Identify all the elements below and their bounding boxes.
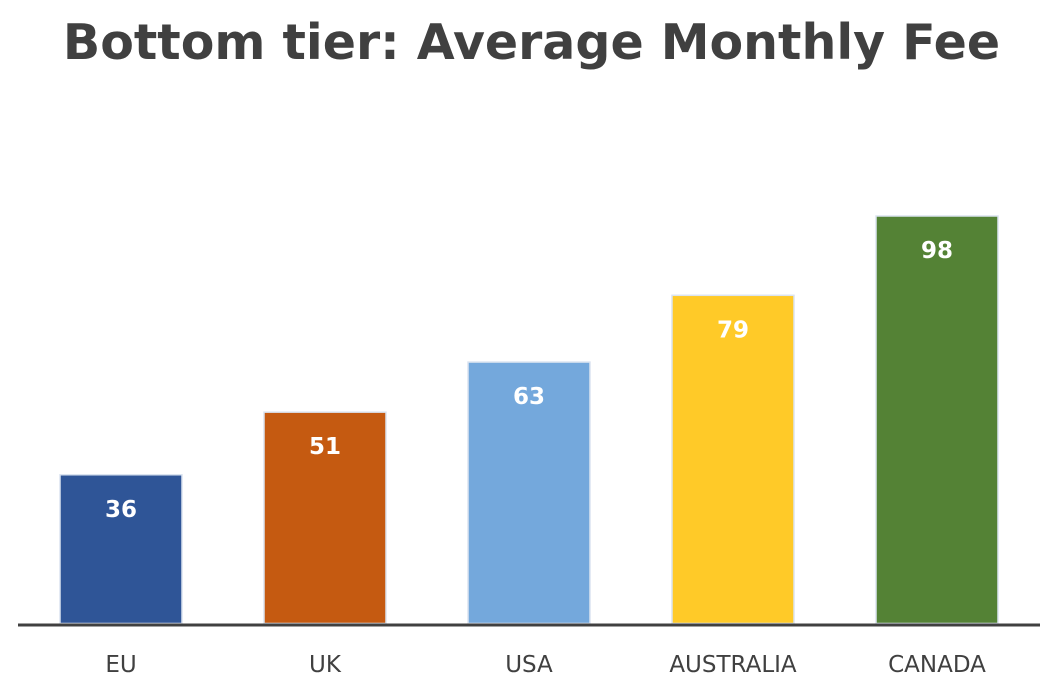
x-tick-label-australia: AUSTRALIA <box>669 652 797 678</box>
data-label-usa: 63 <box>513 384 545 410</box>
bar-uk <box>263 411 387 625</box>
x-tick-labels-group: EU UK USA AUSTRALIA CANADA <box>105 652 986 678</box>
bar-australia <box>671 294 795 625</box>
data-label-eu: 36 <box>105 497 137 523</box>
data-label-canada: 98 <box>921 238 953 264</box>
chart-title: Bottom tier: Average Monthly Fee <box>62 14 1001 71</box>
x-tick-label-usa: USA <box>505 652 553 678</box>
bar-canada <box>875 215 999 625</box>
bar-labels-group: 36 51 63 79 98 <box>105 238 953 523</box>
bar-usa <box>467 361 591 625</box>
x-tick-label-canada: CANADA <box>888 652 986 678</box>
x-tick-label-uk: UK <box>309 652 342 678</box>
data-label-uk: 51 <box>309 434 341 460</box>
x-tick-label-eu: EU <box>105 652 136 678</box>
bars-group <box>59 215 999 625</box>
bar-eu <box>59 474 183 625</box>
data-label-australia: 79 <box>717 317 749 343</box>
